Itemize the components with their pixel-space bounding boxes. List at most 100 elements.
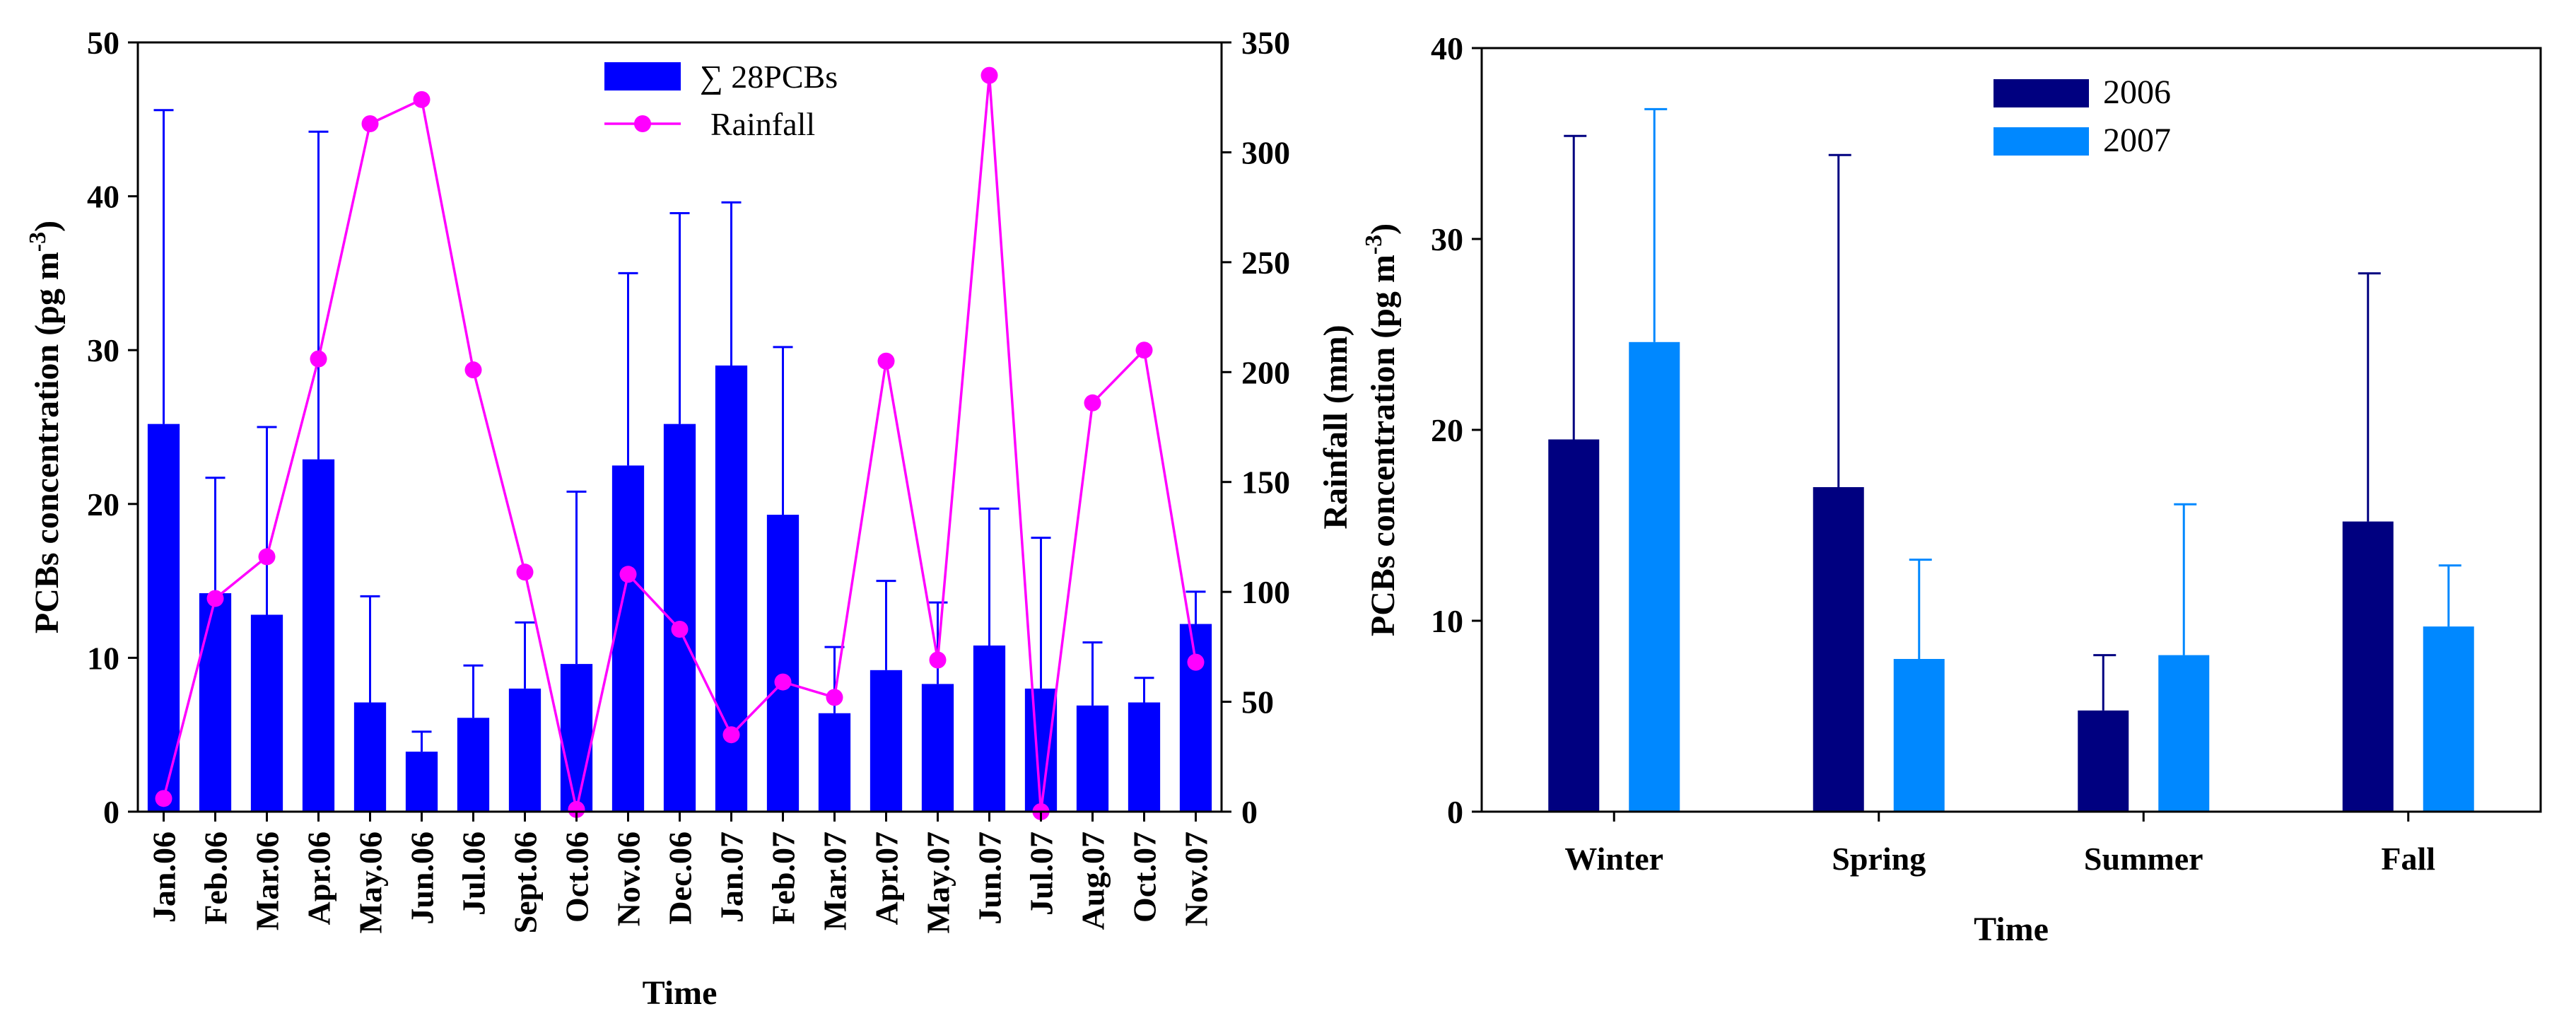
y2-tick-label: 50	[1241, 684, 1274, 720]
x-tick-label-dec-06: Dec.06	[662, 831, 698, 925]
x-tick-label-may-06: May.06	[353, 831, 389, 933]
error-bar-winter-2007	[1644, 107, 1668, 342]
bar-winter-2007	[1629, 341, 1680, 812]
rainfall-point-sept-06	[516, 564, 534, 581]
x-tick-label-fall: Fall	[2381, 841, 2435, 877]
bar-jan-06	[147, 424, 180, 812]
bar-spring-2006	[1813, 487, 1864, 812]
bar-winter-2006	[1548, 439, 1600, 812]
right-y-axis-ticks: 0 50 100 150 200 250 300 350	[1222, 25, 1290, 830]
y-tick-label: 20	[1431, 412, 1463, 448]
x-axis-label: Time	[643, 974, 718, 1012]
x-tick-label-winter: Winter	[1564, 841, 1663, 877]
bar-may-06	[353, 702, 387, 812]
monthly-pcbs-chart: 0 10 20 30 40 50 0 50 100 150 200 250 300 350 Jan.06…	[25, 25, 1354, 1012]
legend-swatch-pcbs	[604, 62, 681, 90]
y-tick-label: 30	[1431, 221, 1463, 257]
bar-summer-2006	[2078, 710, 2129, 812]
bar-feb-06	[199, 593, 232, 812]
bar-jun-06	[405, 752, 438, 812]
error-bar-fall-2007	[2438, 564, 2461, 627]
x-tick-label-jan-06: Jan.06	[146, 831, 182, 923]
y2-tick-label: 250	[1241, 245, 1290, 281]
error-bar-feb-06	[205, 477, 226, 594]
x-tick-label-mar-07: Mar.07	[817, 831, 853, 930]
x-tick-label-nov-06: Nov.06	[611, 831, 647, 926]
y2-tick-label: 300	[1241, 134, 1290, 170]
bar-fall-2006	[2342, 521, 2394, 812]
y-tick-label: 0	[103, 794, 119, 830]
legend-label-2007: 2007	[2103, 122, 2171, 159]
bar-oct-06	[560, 664, 593, 812]
x-tick-label-jan-07: Jan.07	[714, 831, 750, 923]
pcbs-bars	[147, 365, 1212, 812]
error-bar-nov-07	[1185, 590, 1206, 624]
bar-mar-07	[818, 713, 851, 812]
bar-jul-06	[457, 718, 490, 812]
bar-spring-2007	[1893, 659, 1945, 812]
bar-oct-07	[1128, 702, 1161, 812]
x-axis-ticks: Jan.06 Feb.06 Mar.06 Apr.06 May.06 Jun.06 Jul.…	[146, 812, 1214, 933]
x-tick-label-jul-06: Jul.06	[456, 831, 492, 916]
rainfall-point-nov-07	[1187, 653, 1205, 671]
rainfall-point-aug-07	[1084, 394, 1101, 411]
y-tick-label: 30	[87, 332, 119, 368]
legend-label-rainfall: Rainfall	[710, 106, 815, 142]
seasonal-y-axis-label: PCBs concentration (pg m-3)	[1361, 223, 1402, 636]
x-tick-label-aug-07: Aug.07	[1075, 831, 1111, 930]
x-tick-label-sept-06: Sept.06	[508, 831, 544, 933]
bar-nov-07	[1179, 624, 1212, 812]
rainfall-point-jan-06	[155, 790, 172, 807]
bar-jun-07	[973, 645, 1006, 812]
legend-swatch-2007	[1994, 127, 2089, 156]
rainfall-point-oct-06	[568, 800, 585, 818]
legend: ∑ 28PCBs Rainfall	[604, 59, 838, 142]
x-tick-label-spring: Spring	[1832, 841, 1926, 877]
error-bar-apr-06	[308, 130, 329, 460]
error-bar-spring-2006	[1828, 153, 1851, 487]
bar-summer-2007	[2158, 655, 2210, 812]
rainfall-point-nov-06	[619, 566, 637, 583]
y-tick-label: 40	[1431, 30, 1463, 66]
bar-fall-2007	[2423, 626, 2474, 812]
rainfall-point-mar-07	[826, 689, 843, 706]
bar-feb-07	[766, 515, 800, 812]
error-bar-jul-06	[463, 664, 484, 718]
rainfall-point-may-07	[929, 651, 947, 669]
x-tick-label-jun-06: Jun.06	[404, 831, 440, 925]
rainfall-series	[155, 66, 1205, 820]
error-bar-may-07	[927, 601, 948, 684]
error-bar-fall-2006	[2358, 272, 2381, 522]
x-tick-label-jun-07: Jun.07	[972, 831, 1008, 925]
y-tick-label: 20	[87, 486, 119, 522]
x-tick-label-feb-06: Feb.06	[198, 831, 234, 925]
bar-jul-07	[1024, 688, 1058, 812]
y2-tick-label: 100	[1241, 574, 1290, 610]
error-bar-nov-06	[618, 271, 638, 466]
rainfall-point-oct-07	[1135, 341, 1153, 359]
rainfall-point-feb-06	[206, 590, 224, 607]
rainfall-point-apr-07	[877, 352, 895, 370]
error-bar-jan-07	[721, 201, 742, 366]
y-tick-label: 40	[87, 179, 119, 215]
x-tick-label-jul-07: Jul.07	[1024, 831, 1060, 916]
seasonal-pcbs-chart: 0 10 20 30 40 Winter Spring Summer Fall Time PC…	[1361, 30, 2542, 948]
rainfall-point-mar-06	[258, 548, 276, 566]
rainfall-point-jun-07	[980, 66, 998, 84]
rainfall-point-jan-07	[722, 726, 740, 744]
bar-aug-07	[1076, 705, 1109, 812]
error-bar-jun-07	[979, 507, 1000, 646]
y-tick-label: 0	[1447, 794, 1463, 830]
seasonal-error-bars	[1564, 107, 2461, 711]
y2-tick-label: 350	[1241, 25, 1290, 61]
error-bar-jul-07	[1031, 537, 1051, 689]
seasonal-x-axis-label: Time	[1974, 911, 2049, 948]
rainfall-point-apr-06	[310, 350, 327, 368]
error-bar-jun-06	[411, 730, 432, 752]
bar-apr-07	[870, 670, 903, 812]
error-bar-may-06	[360, 595, 380, 703]
error-bar-mar-06	[257, 426, 277, 615]
error-bar-feb-07	[773, 346, 793, 515]
y2-tick-label: 150	[1241, 465, 1290, 501]
